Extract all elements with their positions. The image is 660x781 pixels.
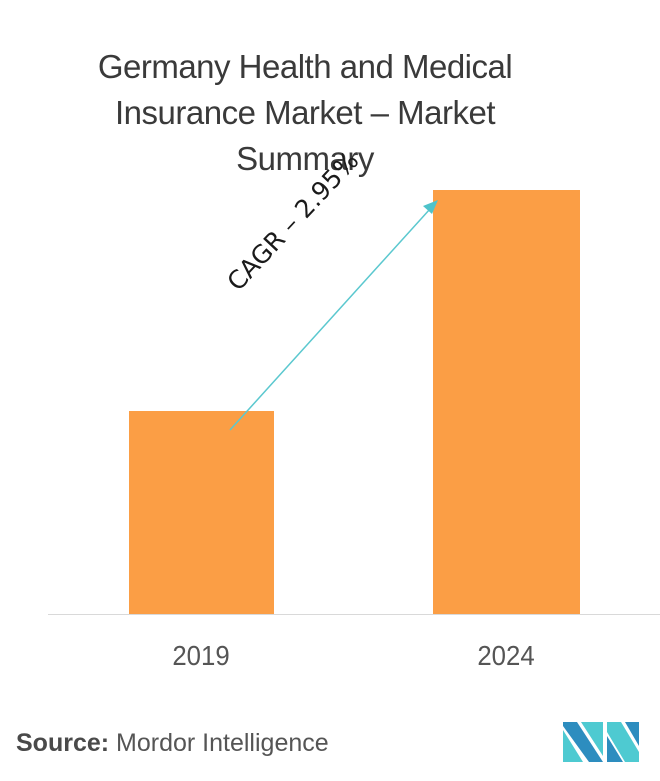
x-tick-2024: 2024 — [477, 640, 535, 671]
source-credit: Source: Mordor Intelligence — [16, 729, 329, 758]
title-line-1: Germany Health and Medical — [97, 48, 513, 85]
x-tick-2019: 2019 — [172, 640, 230, 671]
title-line-2: Insurance Market – Market — [115, 94, 496, 131]
title-line-3: Summary — [236, 140, 374, 177]
mordor-intelligence-logo-icon — [563, 722, 639, 762]
source-value: Mordor Intelligence — [116, 729, 329, 757]
x-axis-line — [48, 614, 660, 615]
bar-2019 — [129, 411, 274, 614]
chart-title: Germany Health and Medical Insurance Mar… — [0, 44, 610, 182]
bar-2024 — [433, 190, 580, 614]
source-label: Source: — [16, 729, 110, 757]
